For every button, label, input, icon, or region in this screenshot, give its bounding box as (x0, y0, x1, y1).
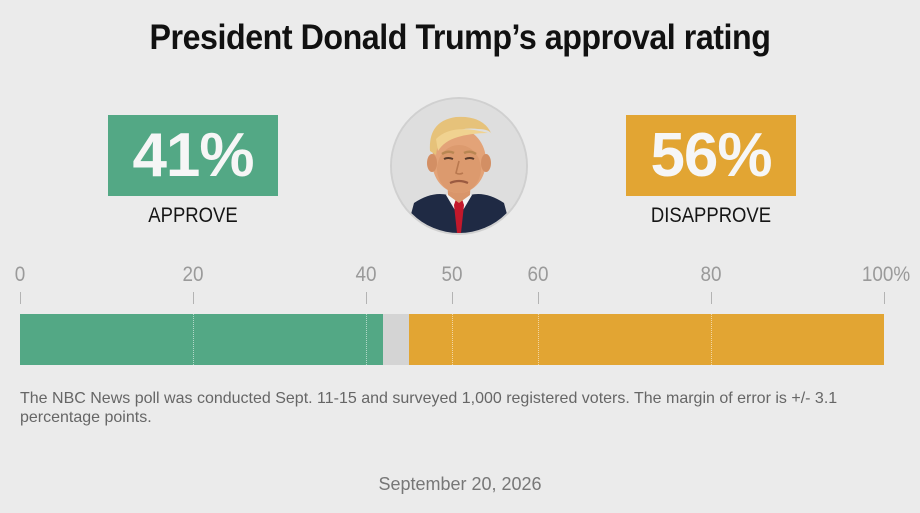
x-grid-line (192, 314, 194, 365)
x-tick-mark (365, 292, 367, 304)
x-tick-label: 40 (355, 263, 377, 286)
x-tick-label: 50 (441, 263, 463, 286)
person-portrait-icon (392, 99, 526, 233)
approve-label: APPROVE (148, 204, 238, 227)
x-grid-line (365, 314, 367, 365)
disapprove-label: DISAPPROVE (650, 204, 772, 227)
x-tick-label: 60 (527, 263, 549, 286)
publish-date: September 20, 2026 (378, 474, 542, 494)
x-grid-line (538, 314, 540, 365)
x-tick-label: 80 (700, 263, 722, 286)
x-tick-mark (20, 292, 21, 304)
x-grid-line (711, 314, 713, 365)
bar-approve (20, 314, 383, 365)
methodology-note: The NBC News poll was conducted Sept. 11… (20, 390, 838, 426)
page-title: President Donald Trump’s approval rating (149, 18, 771, 57)
x-tick-label: 100% (861, 263, 911, 286)
x-tick-mark (538, 292, 540, 304)
disapprove-percentage-box: 56% (626, 115, 796, 196)
approve-percentage-box: 41% (108, 115, 278, 196)
x-tick-mark (711, 292, 713, 304)
x-tick-label: 0 (14, 263, 26, 286)
x-tick-mark (452, 292, 453, 304)
x-tick-mark (192, 292, 194, 304)
x-tick-label: 20 (182, 263, 204, 286)
x-tick-mark (884, 292, 885, 304)
bar-disapprove (408, 314, 884, 365)
x-grid-line (452, 314, 453, 365)
